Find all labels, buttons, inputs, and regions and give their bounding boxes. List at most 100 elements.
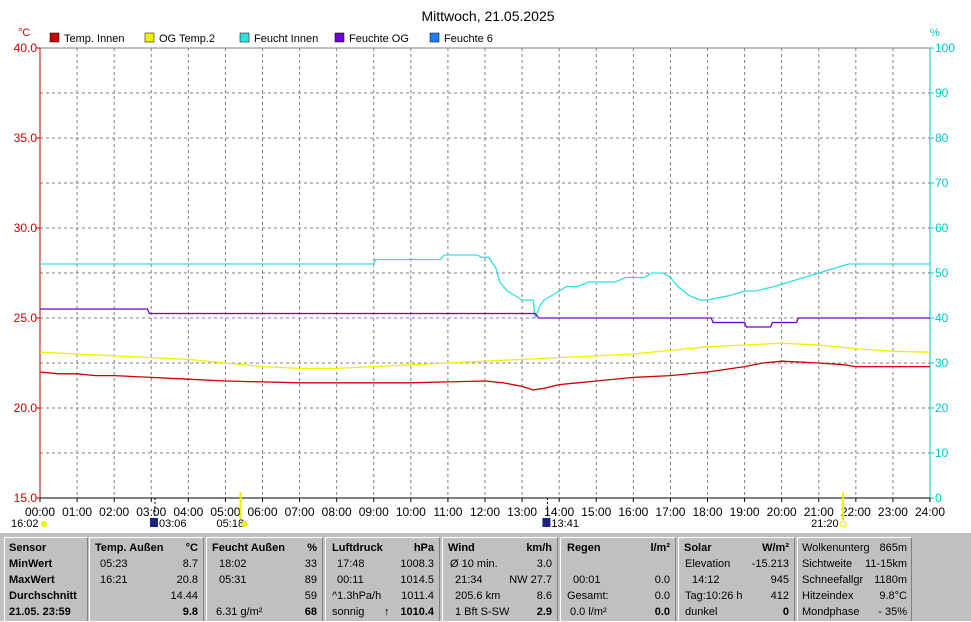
temp-panel: Temp. Außen °C 05:23 8.7 16:21 20.8 14.44 9… (89, 537, 204, 621)
sensor-row-min: MinWert (9, 558, 53, 570)
series-line (40, 254, 930, 319)
sunset-label: 21:20 (811, 518, 839, 530)
right-axis-unit: % (930, 27, 940, 39)
heat-index-val: 9.8°C (879, 590, 907, 602)
right-axis-tick-label: 90 (935, 86, 949, 100)
sensor-header: Sensor (9, 542, 47, 554)
wind-avg-label: Ø 10 min. (450, 558, 498, 570)
legend-label: Feucht Innen (254, 33, 318, 45)
x-axis-tick-label: 02:00 (99, 505, 129, 519)
rain-r2-time: 00:01 (573, 574, 601, 586)
pressure-panel: Luftdruck hPa 17:48 1008.3 00:11 1014.5 ^1.… (325, 537, 440, 621)
left-axis-tick-label: 35.0 (14, 131, 38, 145)
right-axis-tick-label: 20 (935, 401, 949, 415)
x-axis-tick-label: 03:00 (136, 505, 166, 519)
humidity-max-time: 05:31 (219, 574, 247, 586)
x-axis-tick-label: 22:00 (841, 505, 871, 519)
solar-elev-val: -15.213 (751, 558, 789, 570)
grid (39, 47, 931, 499)
sun-icon (41, 521, 47, 527)
right-axis-tick-label: 40 (935, 311, 949, 325)
humidity-abs: 6.31 g/m² (216, 606, 263, 618)
pressure-max-val: 1014.5 (400, 574, 434, 586)
pressure-max-time: 00:11 (337, 574, 364, 586)
sunset-icon (839, 520, 847, 528)
x-axis-tick-label: 11:00 (433, 505, 462, 519)
x-axis-tick-label: 21:00 (804, 505, 834, 519)
x-axis-tick-label: 23:00 (878, 505, 908, 519)
sun-icon (241, 521, 248, 527)
wind-bft: 1 Bft S-SW (455, 606, 510, 618)
solar-max-time: 14:12 (692, 574, 720, 586)
pressure-min-val: 1008.3 (400, 558, 434, 570)
right-axis-tick-label: 70 (935, 176, 949, 190)
solar-day-label: Tag:10:26 h (685, 590, 743, 602)
x-axis-tick-label: 00:00 (25, 505, 55, 519)
x-axis-tick-label: 17:00 (655, 505, 685, 519)
solar-header: Solar (684, 542, 712, 554)
right-axis-tick-label: 30 (935, 356, 949, 370)
moon-marker-1-label: 03:06 (159, 518, 187, 530)
temp-min-val: 8.7 (182, 558, 198, 570)
left-axis-tick-label: 30.0 (14, 221, 38, 235)
right-axis-tick-label: 80 (935, 131, 949, 145)
wind-max-time: 21:34 (455, 574, 483, 586)
series-line (39, 360, 930, 391)
legend-item: Feuchte OG (334, 32, 409, 45)
solar-current: 0 (782, 606, 789, 618)
legend-label: Temp. Innen (64, 33, 125, 45)
x-axis-tick-label: 16:00 (618, 505, 648, 519)
pressure-current: 1010.4 (400, 606, 434, 618)
x-axis-tick-label: 04:00 (173, 505, 203, 519)
x-axis-tick-label: 09:00 (359, 505, 389, 519)
weather-chart: Mittwoch, 21.05.2025 °C % Temp. Innen OG … (11, 8, 956, 530)
x-axis-tick-label: 06:00 (247, 505, 277, 519)
visibility-val: 11-15km (865, 558, 907, 570)
right-axis-tick-label: 60 (935, 221, 949, 235)
legend-item: Temp. Innen (49, 32, 125, 45)
extra-panel: Wolkenunterg 865m Sichtweite 11-15km Schne… (797, 537, 912, 621)
temp-max-val: 20.8 (176, 574, 198, 586)
right-axis-tick-label: 100 (935, 41, 955, 55)
x-axis-tick-label: 01:00 (62, 505, 92, 519)
pressure-header: Luftdruck (332, 542, 383, 554)
solar-elev-label: Elevation (685, 558, 731, 570)
humidity-header: Feucht Außen (212, 542, 285, 554)
temp-max-time: 16:21 (100, 574, 128, 586)
humidity-unit: % (307, 542, 317, 554)
legend: Temp. Innen OG Temp.2 Feucht Innen Feuchte … (49, 32, 493, 45)
pressure-min-time: 17:48 (337, 558, 365, 570)
moon-phase-label: Mondphase (802, 606, 860, 618)
wind-current: 2.9 (536, 606, 552, 618)
moon-marker-2-label: 13:41 (551, 518, 579, 530)
humidity-min-val: 33 (304, 558, 317, 570)
heat-index-label: Hitzeindex (802, 590, 854, 602)
temp-current: 9.8 (182, 606, 198, 618)
solar-unit: W/m² (762, 542, 789, 554)
left-axis-tick-label: 20.0 (14, 401, 38, 415)
moon-icon (149, 518, 158, 527)
x-axis-tick-label: 10:00 (396, 505, 426, 519)
left-axis-tick-label: 15.0 (14, 491, 38, 505)
snowline-label: Schneefallgr (802, 574, 864, 586)
wind-max-val: NW 27.7 (509, 574, 552, 586)
right-axis-tick-label: 10 (935, 446, 949, 460)
legend-item: OG Temp.2 (144, 32, 215, 45)
legend-item: Feuchte 6 (429, 32, 493, 45)
solar-max-val: 945 (770, 574, 789, 586)
right-axis-tick-label: 0 (935, 491, 942, 505)
temp-header: Temp. Außen (95, 542, 164, 554)
legend-label: Feuchte OG (349, 33, 409, 45)
axis-ticks: 15.0 20.0 25.0 30.0 35.0 40.0 0 10 20 30 40 50 60 70 8… (14, 41, 956, 519)
x-axis-tick-label: 20:00 (767, 505, 797, 519)
legend-label: Feuchte 6 (444, 33, 493, 45)
temp-avg: 14.44 (170, 590, 198, 602)
series-lines (39, 254, 931, 391)
snowline-val: 1180m (874, 574, 907, 586)
pressure-weather: sonnig (332, 606, 365, 618)
right-axis-tick-label: 50 (935, 266, 949, 280)
left-axis-unit: °C (18, 27, 30, 39)
rain-unit: l/m² (650, 542, 670, 554)
rain-total-val: 0.0 (654, 590, 670, 602)
solar-day-val: 412 (770, 590, 789, 602)
